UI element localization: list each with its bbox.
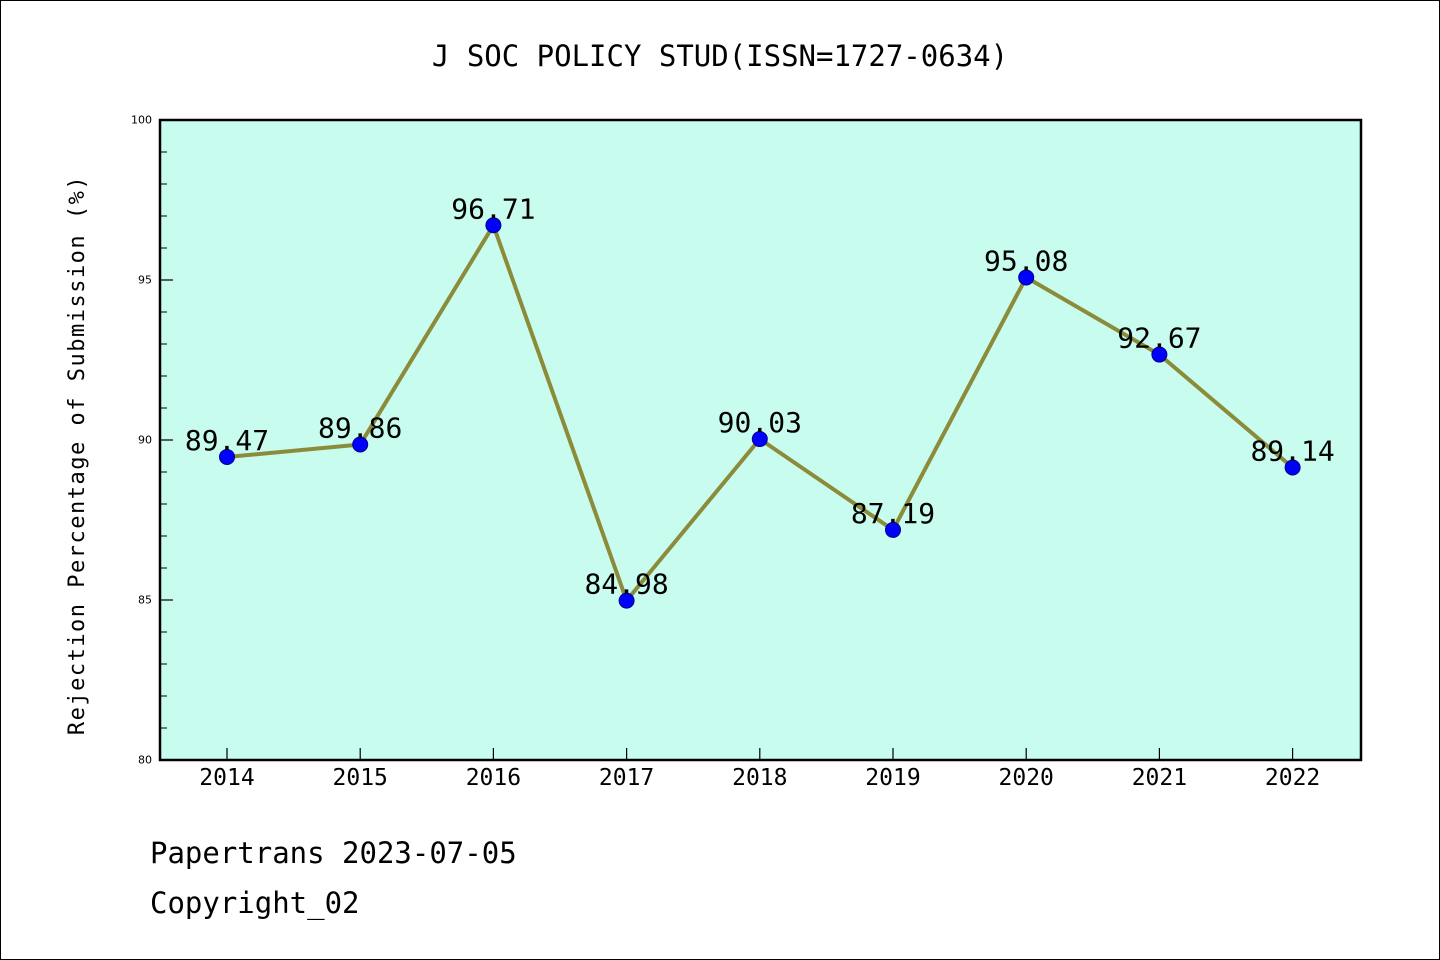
x-tick-label: 2015	[333, 765, 388, 791]
y-axis-ticks: 80 85 90 95 100	[131, 114, 173, 767]
data-label: 96.71	[451, 192, 535, 225]
data-label: 89.14	[1250, 435, 1334, 468]
data-point-marker	[618, 592, 635, 609]
data-label: 84.98	[584, 568, 668, 601]
data-label: 95.08	[984, 244, 1068, 277]
x-tick-label: 2017	[599, 765, 654, 791]
data-label: 87.19	[851, 497, 935, 530]
data-point-marker	[1018, 269, 1035, 286]
data-label: 90.03	[718, 406, 802, 439]
x-tick-label: 2018	[732, 765, 787, 791]
x-tick-label: 2016	[466, 765, 521, 791]
data-point-marker	[885, 521, 901, 538]
y-tick-label: 95	[138, 274, 152, 287]
data-labels: 89.47 89.86 96.71 84.98 90.03 87.19 95.08 92.67…	[185, 192, 1335, 600]
data-point-marker	[352, 436, 369, 453]
data-point-marker	[1284, 459, 1301, 476]
x-tick-label: 2021	[1132, 765, 1187, 791]
y-tick-label: 80	[138, 754, 152, 767]
chart-title: J SOC POLICY STUD(ISSN=1727-0634)	[432, 39, 1008, 73]
x-axis-ticks: 2014 2015 2016 2017 2018 2019 2020 2021 2022	[199, 748, 1320, 791]
x-tick-label: 2014	[199, 765, 254, 791]
x-tick-label: 2019	[865, 765, 920, 791]
data-point-marker	[1151, 346, 1168, 363]
data-markers	[219, 217, 1301, 609]
y-tick-label: 90	[138, 434, 152, 447]
data-label: 89.47	[185, 424, 269, 457]
y-tick-label: 85	[138, 594, 152, 607]
plot-border	[158, 118, 1363, 762]
footer-copyright: Copyright_02	[150, 886, 360, 920]
x-tick-label: 2022	[1265, 765, 1320, 791]
data-point-marker	[751, 431, 768, 448]
data-point-marker	[219, 448, 235, 465]
y-axis-label: Rejection Percentage of Submission (%)	[65, 175, 90, 735]
data-point-marker	[485, 217, 502, 234]
y-tick-label: 100	[131, 114, 152, 127]
data-label: 89.86	[318, 411, 402, 444]
x-tick-label: 2020	[999, 765, 1054, 791]
data-label: 92.67	[1117, 322, 1201, 355]
footer-date: Papertrans 2023-07-05	[150, 836, 517, 870]
